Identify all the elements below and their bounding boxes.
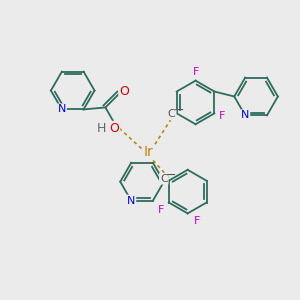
Text: C: C — [168, 109, 176, 119]
Text: O: O — [110, 122, 119, 135]
Text: F: F — [192, 67, 199, 77]
Text: N: N — [241, 110, 249, 120]
Text: −: − — [173, 104, 184, 117]
Text: Ir: Ir — [143, 145, 153, 159]
Text: F: F — [219, 111, 226, 121]
Text: F: F — [194, 216, 201, 226]
Text: F: F — [220, 112, 226, 122]
Text: H: H — [97, 122, 106, 135]
Text: O: O — [119, 85, 129, 98]
Text: F: F — [158, 206, 164, 215]
Text: N: N — [58, 104, 66, 114]
Text: C: C — [160, 174, 168, 184]
Text: −: − — [166, 169, 176, 182]
Text: N: N — [127, 196, 135, 206]
